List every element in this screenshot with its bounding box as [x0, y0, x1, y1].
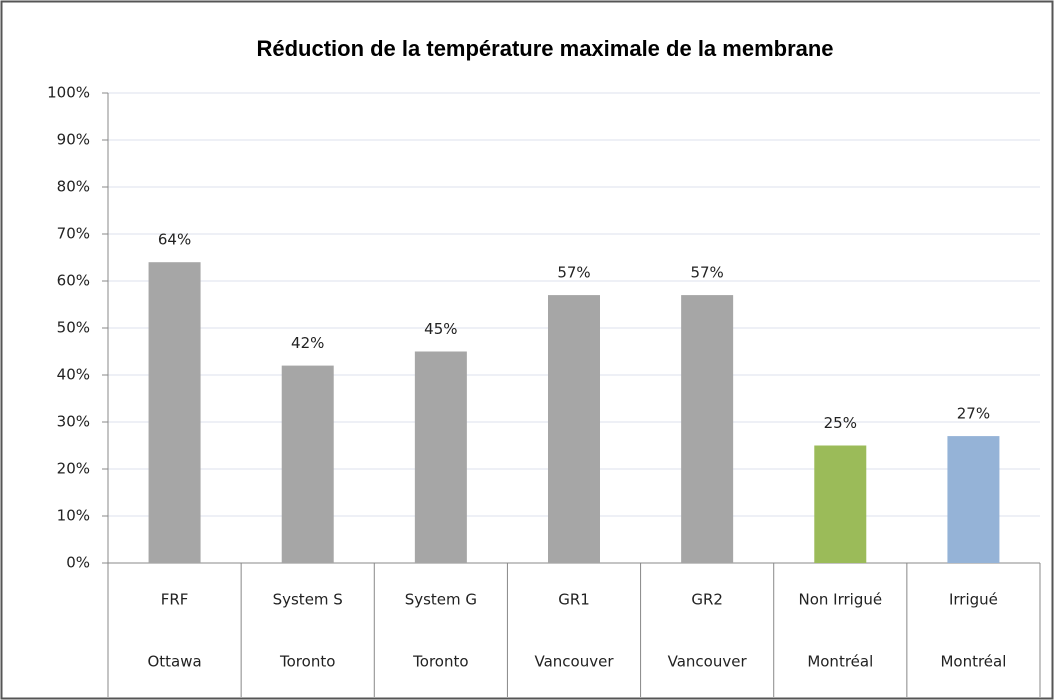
- x-tick-label: GR2: [691, 591, 723, 609]
- bar: [681, 295, 734, 563]
- bar: [281, 365, 334, 563]
- x-tick-label: Non Irrigué: [798, 591, 882, 609]
- value-label: 42%: [291, 334, 324, 352]
- y-tick-label: 70%: [57, 225, 90, 243]
- value-label: 64%: [158, 231, 191, 249]
- y-tick-label: 40%: [57, 366, 90, 384]
- value-label: 25%: [824, 414, 857, 432]
- location-label: Montréal: [940, 653, 1006, 671]
- location-label: Toronto: [279, 653, 335, 671]
- location-label: Ottawa: [147, 653, 201, 671]
- location-label: Vancouver: [535, 653, 615, 671]
- value-label: 57%: [557, 264, 590, 282]
- y-tick-label: 50%: [57, 319, 90, 337]
- chart-title: Réduction de la température maximale de …: [256, 36, 833, 61]
- bar: [814, 445, 867, 563]
- x-tick-label: System S: [273, 591, 343, 609]
- value-label: 45%: [424, 320, 457, 338]
- value-label: 27%: [957, 405, 990, 423]
- location-label: Toronto: [412, 653, 468, 671]
- y-tick-label: 0%: [66, 554, 90, 572]
- y-tick-label: 90%: [57, 131, 90, 149]
- x-tick-label: Irrigué: [949, 591, 998, 609]
- location-label: Vancouver: [668, 653, 748, 671]
- y-tick-label: 80%: [57, 178, 90, 196]
- x-tick-label: System G: [405, 591, 477, 609]
- bar: [947, 436, 1000, 563]
- bar: [414, 351, 467, 563]
- y-tick-label: 10%: [57, 507, 90, 525]
- y-tick-label: 30%: [57, 413, 90, 431]
- bar: [148, 262, 201, 563]
- bar: [548, 295, 600, 563]
- y-tick-label: 20%: [57, 460, 90, 478]
- value-label: 57%: [690, 264, 723, 282]
- location-label: Montréal: [807, 653, 873, 671]
- y-tick-label: 60%: [57, 272, 90, 290]
- y-tick-label: 100%: [47, 84, 90, 102]
- x-tick-label: GR1: [558, 591, 590, 609]
- x-tick-label: FRF: [161, 591, 189, 609]
